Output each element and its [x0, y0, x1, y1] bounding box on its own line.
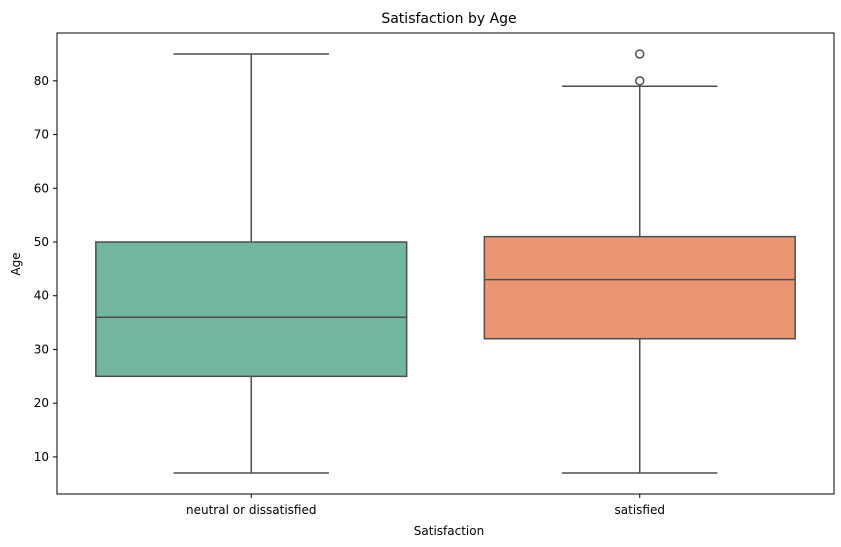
y-axis-label: Age — [9, 252, 23, 275]
y-tick-label: 30 — [34, 342, 49, 356]
outlier-point — [635, 49, 645, 59]
box-neutral-or-dissatisfied — [95, 241, 408, 378]
y-tick-label: 40 — [34, 289, 49, 303]
y-tick-label: 10 — [34, 450, 49, 464]
y-tick-label: 70 — [34, 128, 49, 142]
x-axis-label: Satisfaction — [414, 524, 484, 538]
y-tick-label: 80 — [34, 74, 49, 88]
x-tick-label: satisfied — [615, 503, 665, 517]
chart-title: Satisfaction by Age — [381, 11, 516, 27]
x-tick-label: neutral or dissatisfied — [186, 503, 316, 517]
y-tick-label: 50 — [34, 235, 49, 249]
plot-area: neutral or dissatisfied satisfied 10 20 30 40… — [34, 32, 835, 517]
y-tick-label: 60 — [34, 181, 49, 195]
y-tick-label: 20 — [34, 396, 49, 410]
box-satisfied — [483, 235, 796, 340]
outlier-point — [635, 76, 645, 86]
plot-frame — [56, 32, 835, 495]
